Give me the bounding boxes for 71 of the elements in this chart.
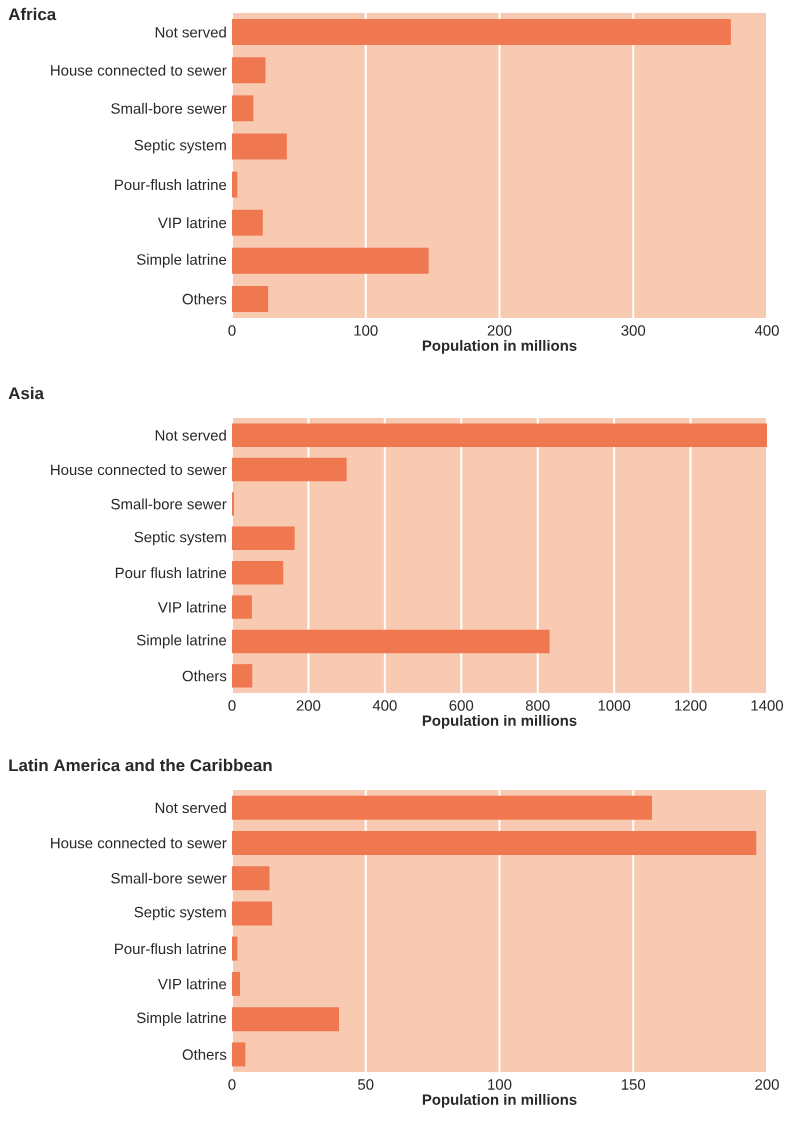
x-tick-label: 1200 <box>675 700 707 711</box>
y-tick-label: Small-bore sewer <box>111 498 227 510</box>
bar <box>232 1007 340 1032</box>
bar <box>232 247 429 274</box>
bar <box>232 830 757 855</box>
y-tick-label: Simple latrine <box>137 1012 227 1027</box>
y-tick-label: Small-bore sewer <box>111 872 227 884</box>
y-tick-label: Pour flush latrine <box>116 567 227 579</box>
y-tick-label: House connected to sewer <box>51 64 227 76</box>
x-tick-label: 200 <box>296 700 321 711</box>
x-tick-label: 100 <box>354 325 378 336</box>
x-tick-label: 400 <box>755 325 780 336</box>
bar <box>232 171 238 198</box>
y-tick-label: VIP latrine <box>158 217 227 229</box>
text: Asia <box>8 386 45 400</box>
y-tick-label: VIP latrine <box>158 601 227 613</box>
x-tick-label: 50 <box>358 1079 374 1090</box>
x-axis-title: Population in millions <box>423 1093 577 1108</box>
chart-title: Latin America and the Caribbean <box>9 758 272 772</box>
bar <box>232 19 732 46</box>
bar <box>232 595 253 619</box>
x-tick-label: 600 <box>449 700 474 711</box>
bar <box>232 664 253 688</box>
y-tick-label: Septic system <box>134 531 227 546</box>
bar <box>232 526 295 551</box>
y-tick-label: Septic system <box>134 139 227 154</box>
x-tick-label: 300 <box>621 325 646 336</box>
x-tick-label: 0 <box>228 1079 236 1090</box>
bar <box>232 561 284 585</box>
bar <box>232 936 238 961</box>
y-tick-label: Others <box>182 670 227 682</box>
y-tick-label: Others <box>182 293 227 305</box>
bar <box>232 971 241 996</box>
y-tick-label: Not served <box>155 802 227 814</box>
bar <box>232 866 270 891</box>
bar <box>232 285 269 312</box>
bar <box>232 795 653 820</box>
x-tick-label: 100 <box>488 1079 512 1090</box>
text: Africa <box>8 7 57 21</box>
y-tick-label: Simple latrine <box>137 634 227 649</box>
x-tick-label: 200 <box>487 325 512 336</box>
x-tick-label: 150 <box>622 1079 646 1090</box>
y-tick-label: Others <box>182 1048 227 1060</box>
bar <box>232 57 266 84</box>
bar <box>232 901 273 926</box>
bar <box>232 133 288 160</box>
bar <box>232 629 550 654</box>
y-tick-label: Septic system <box>134 906 227 921</box>
bar <box>232 209 263 236</box>
x-tick-label: 1000 <box>598 700 631 711</box>
y-tick-label: Pour-flush latrine <box>115 179 227 191</box>
bar <box>232 95 254 122</box>
x-tick-label: 200 <box>755 1079 780 1090</box>
x-tick-label: 0 <box>228 325 236 336</box>
x-tick-label: 400 <box>372 700 397 711</box>
bar <box>232 457 347 482</box>
y-tick-label: Simple latrine <box>137 253 227 268</box>
y-tick-label: Pour-flush latrine <box>115 943 227 955</box>
x-tick-label: 1400 <box>751 700 784 711</box>
y-tick-label: Small-bore sewer <box>111 102 227 114</box>
x-tick-label: 0 <box>228 700 236 711</box>
y-tick-label: VIP latrine <box>158 978 227 990</box>
bar <box>232 1042 246 1067</box>
y-tick-label: House connected to sewer <box>51 464 227 476</box>
y-tick-label: House connected to sewer <box>51 837 227 849</box>
x-axis-title: Population in millions <box>423 339 577 354</box>
x-tick-label: 800 <box>526 700 550 711</box>
y-tick-label: Not served <box>155 26 227 38</box>
x-axis-title: Population in millions <box>423 714 577 729</box>
y-tick-label: Not served <box>155 429 227 441</box>
bar <box>232 423 768 447</box>
